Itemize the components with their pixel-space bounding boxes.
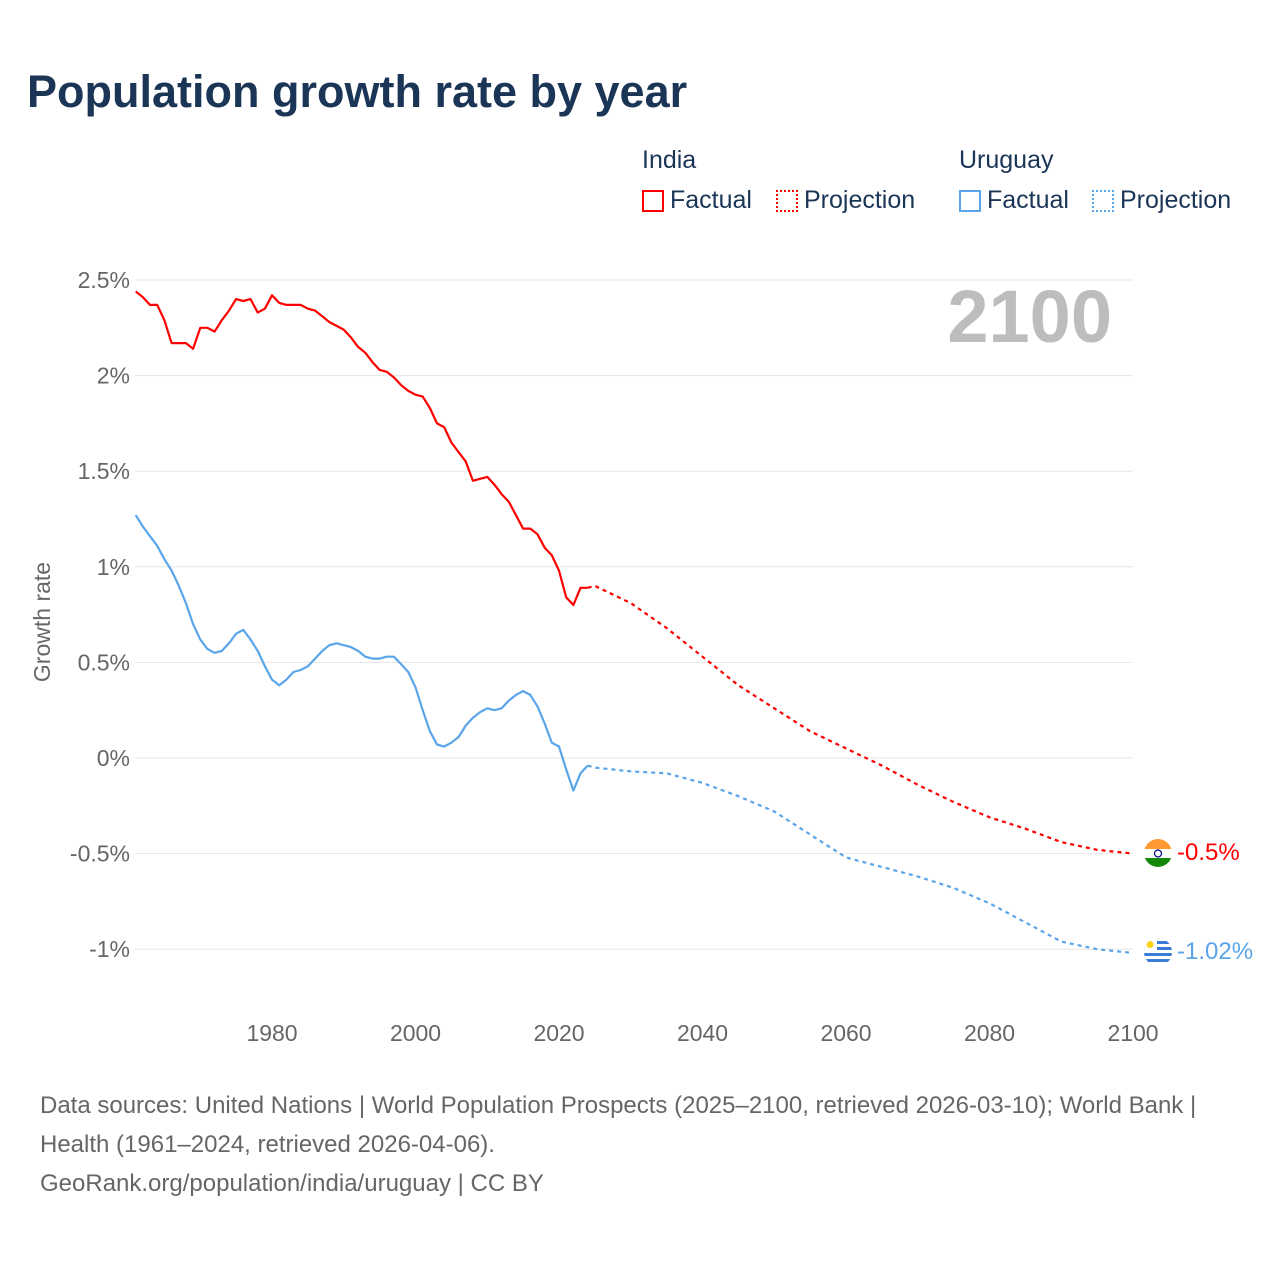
y-tick-label: 1.5%	[78, 458, 130, 484]
series-line-india-projection	[587, 584, 1134, 855]
data-sources: Data sources: United Nations | World Pop…	[40, 1092, 1197, 1158]
series-line-india-factual	[135, 290, 588, 607]
legend-swatch-dotted	[776, 189, 798, 212]
x-tick-label: 2060	[820, 1020, 871, 1046]
legend-uruguay-factual[interactable]: Factual	[959, 186, 1069, 215]
line-chart: 2.5% 2% 1.5% 1% 0.5% 0% -0.5% -1% 1980 2000 2020 20…	[29, 267, 1253, 1046]
y-tick-label: -1%	[89, 936, 130, 962]
legend-uruguay-projection[interactable]: Projection	[1092, 186, 1231, 215]
flag-uruguay-icon	[1144, 938, 1172, 966]
x-tick-label: 2020	[533, 1020, 584, 1046]
flag-india-icon	[1144, 839, 1172, 867]
legend-label: Factual	[987, 186, 1069, 214]
end-label-uruguay: -1.02%	[1177, 938, 1253, 965]
legend-label: Projection	[804, 186, 916, 214]
legend-swatch-solid	[642, 189, 664, 212]
y-tick-label: -0.5%	[70, 841, 130, 867]
footer-link[interactable]: GeoRank.org/population/india/uruguay | C…	[40, 1170, 544, 1197]
y-tick-label: 0%	[97, 745, 130, 771]
legend-label: Projection	[1120, 186, 1232, 214]
end-label-india: -0.5%	[1177, 839, 1240, 866]
legend-group-india: India	[642, 146, 697, 174]
series-line-uruguay-factual	[134, 514, 589, 792]
y-tick-label: 2%	[97, 363, 130, 389]
y-axis-label: Growth rate	[29, 562, 55, 682]
x-tick-label: 2040	[677, 1020, 728, 1046]
y-tick-label: 2.5%	[78, 267, 130, 293]
legend-swatch-dotted	[1092, 189, 1114, 212]
legend-india-factual[interactable]: Factual	[642, 186, 752, 215]
x-tick-label: 2080	[964, 1020, 1015, 1046]
year-label: 2100	[947, 275, 1112, 358]
x-tick-label: 1980	[246, 1020, 297, 1046]
legend-swatch-solid	[959, 189, 981, 212]
legend-india-projection[interactable]: Projection	[776, 186, 915, 215]
x-tick-label: 2000	[390, 1020, 441, 1046]
series-line-uruguay-projection	[587, 764, 1134, 955]
y-tick-label: 0.5%	[78, 649, 130, 675]
y-tick-label: 1%	[97, 554, 130, 580]
legend-group-uruguay: Uruguay	[959, 146, 1054, 174]
page-title: Population growth rate by year	[27, 66, 688, 117]
legend-label: Factual	[670, 186, 752, 214]
x-tick-label: 2100	[1107, 1020, 1158, 1046]
